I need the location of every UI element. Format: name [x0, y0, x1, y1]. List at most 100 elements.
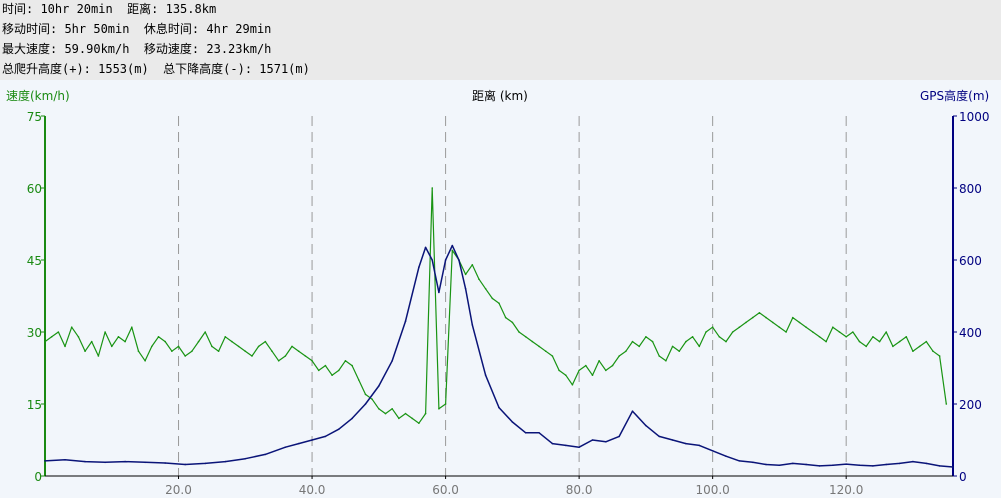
- speed-point-16: [151, 345, 153, 348]
- speed-point-37: [291, 345, 293, 348]
- altitude-point-7: [184, 463, 187, 466]
- speed-point-53: [398, 417, 400, 420]
- speed-point-21: [184, 355, 187, 357]
- speed-point-11: [117, 336, 120, 338]
- altitude-point-61: [885, 463, 888, 466]
- speed-point-5: [77, 336, 80, 338]
- altitude-point-42: [631, 410, 634, 413]
- speed-point-28: [231, 340, 233, 343]
- speed-point-71: [518, 331, 520, 333]
- speed-point-79: [571, 384, 574, 386]
- speed-point-132: [925, 340, 928, 343]
- speed-point-113: [798, 321, 801, 324]
- altitude-point-62: [898, 462, 901, 465]
- speed-point-19: [171, 350, 173, 353]
- altitude-point-5: [144, 461, 146, 464]
- speed-point-100: [711, 326, 714, 329]
- speed-point-6: [84, 350, 86, 353]
- altitude-point-11: [264, 453, 267, 456]
- speed-point-134: [938, 355, 941, 357]
- altitude-point-14: [311, 439, 313, 441]
- speed-point-17: [157, 336, 160, 338]
- speed-point-107: [758, 312, 761, 314]
- altitude-point-28: [458, 259, 460, 261]
- altitude-point-25: [438, 291, 440, 294]
- speed-point-67: [491, 297, 494, 300]
- speed-point-64: [471, 264, 474, 266]
- altitude-point-31: [484, 374, 487, 377]
- speed-point-106: [751, 316, 754, 319]
- altitude-point-65: [938, 465, 941, 467]
- speed-point-74: [538, 345, 540, 348]
- altitude-point-57: [832, 464, 834, 467]
- speed-tick-label-5: 75: [27, 110, 42, 124]
- speed-point-24: [204, 331, 207, 333]
- altitude-point-38: [578, 446, 580, 449]
- altitude-point-32: [498, 406, 500, 409]
- altitude-point-37: [564, 444, 567, 447]
- altitude-point-50: [738, 460, 741, 462]
- altitude-point-6: [164, 462, 166, 464]
- speed-point-104: [738, 326, 741, 329]
- speed-point-35: [277, 360, 280, 362]
- distance-tick-label-4: 100.0: [695, 483, 729, 497]
- speed-point-56: [418, 422, 420, 425]
- speed-point-2: [57, 331, 60, 333]
- altitude-point-20: [391, 360, 393, 362]
- speed-point-114: [805, 326, 807, 329]
- speed-point-32: [257, 345, 260, 348]
- altitude-point-1: [64, 459, 66, 461]
- altitude-point-17: [351, 417, 353, 420]
- speed-point-93: [665, 360, 667, 362]
- distance-tick-label-3: 80.0: [566, 483, 593, 497]
- distance-tick-label-2: 60.0: [432, 483, 459, 497]
- speed-point-39: [304, 355, 307, 357]
- altitude-point-16: [337, 428, 340, 431]
- speed-point-40: [311, 360, 313, 362]
- speed-point-57: [424, 412, 427, 415]
- altitude-point-2: [84, 460, 86, 463]
- speed-point-122: [858, 340, 861, 343]
- speed-point-3: [64, 345, 66, 348]
- speed-point-129: [905, 336, 908, 338]
- speed-point-130: [912, 350, 914, 353]
- speed-point-118: [832, 326, 834, 329]
- altitude-point-9: [224, 460, 227, 463]
- altitude-point-12: [284, 446, 287, 449]
- altitude-point-60: [872, 465, 874, 467]
- speed-tick-label-3: 45: [27, 254, 42, 268]
- altitude-point-43: [645, 424, 647, 427]
- speed-point-90: [645, 336, 647, 338]
- speed-point-115: [811, 331, 814, 333]
- speed-axis-title: 速度(km/h): [6, 89, 70, 103]
- altitude-tick-label-0: 0: [959, 470, 967, 484]
- altitude-tick-label-1: 200: [959, 398, 982, 412]
- altitude-point-10: [244, 457, 247, 460]
- speed-point-13: [130, 326, 133, 329]
- speed-point-127: [892, 345, 894, 348]
- speed-point-41: [317, 369, 320, 372]
- altitude-point-35: [538, 432, 540, 434]
- altitude-point-46: [685, 442, 687, 445]
- stats-panel: 时间: 10hr 20min 距离: 135.8km 移动时间: 5hr 50m…: [0, 0, 1001, 80]
- distance-tick-label-0: 20.0: [165, 483, 192, 497]
- speed-point-109: [771, 321, 774, 324]
- speed-point-83: [598, 360, 600, 362]
- speed-point-54: [404, 412, 407, 415]
- speed-point-27: [224, 336, 227, 338]
- speed-point-8: [97, 355, 100, 357]
- speed-point-4: [70, 326, 73, 329]
- speed-point-87: [625, 350, 627, 353]
- speed-point-80: [578, 369, 580, 372]
- speed-point-76: [551, 355, 554, 357]
- stats-moving-rest-time: 移动时间: 5hr 50min 休息时间: 4hr 29min: [2, 22, 272, 36]
- speed-point-92: [658, 355, 661, 357]
- altitude-point-44: [658, 435, 661, 438]
- altitude-point-22: [418, 266, 420, 269]
- altitude-point-29: [464, 288, 467, 290]
- speed-point-47: [357, 379, 360, 381]
- altitude-point-23: [424, 246, 427, 249]
- altitude-point-24: [431, 259, 434, 261]
- speed-point-77: [558, 369, 560, 372]
- altitude-point-63: [912, 460, 914, 463]
